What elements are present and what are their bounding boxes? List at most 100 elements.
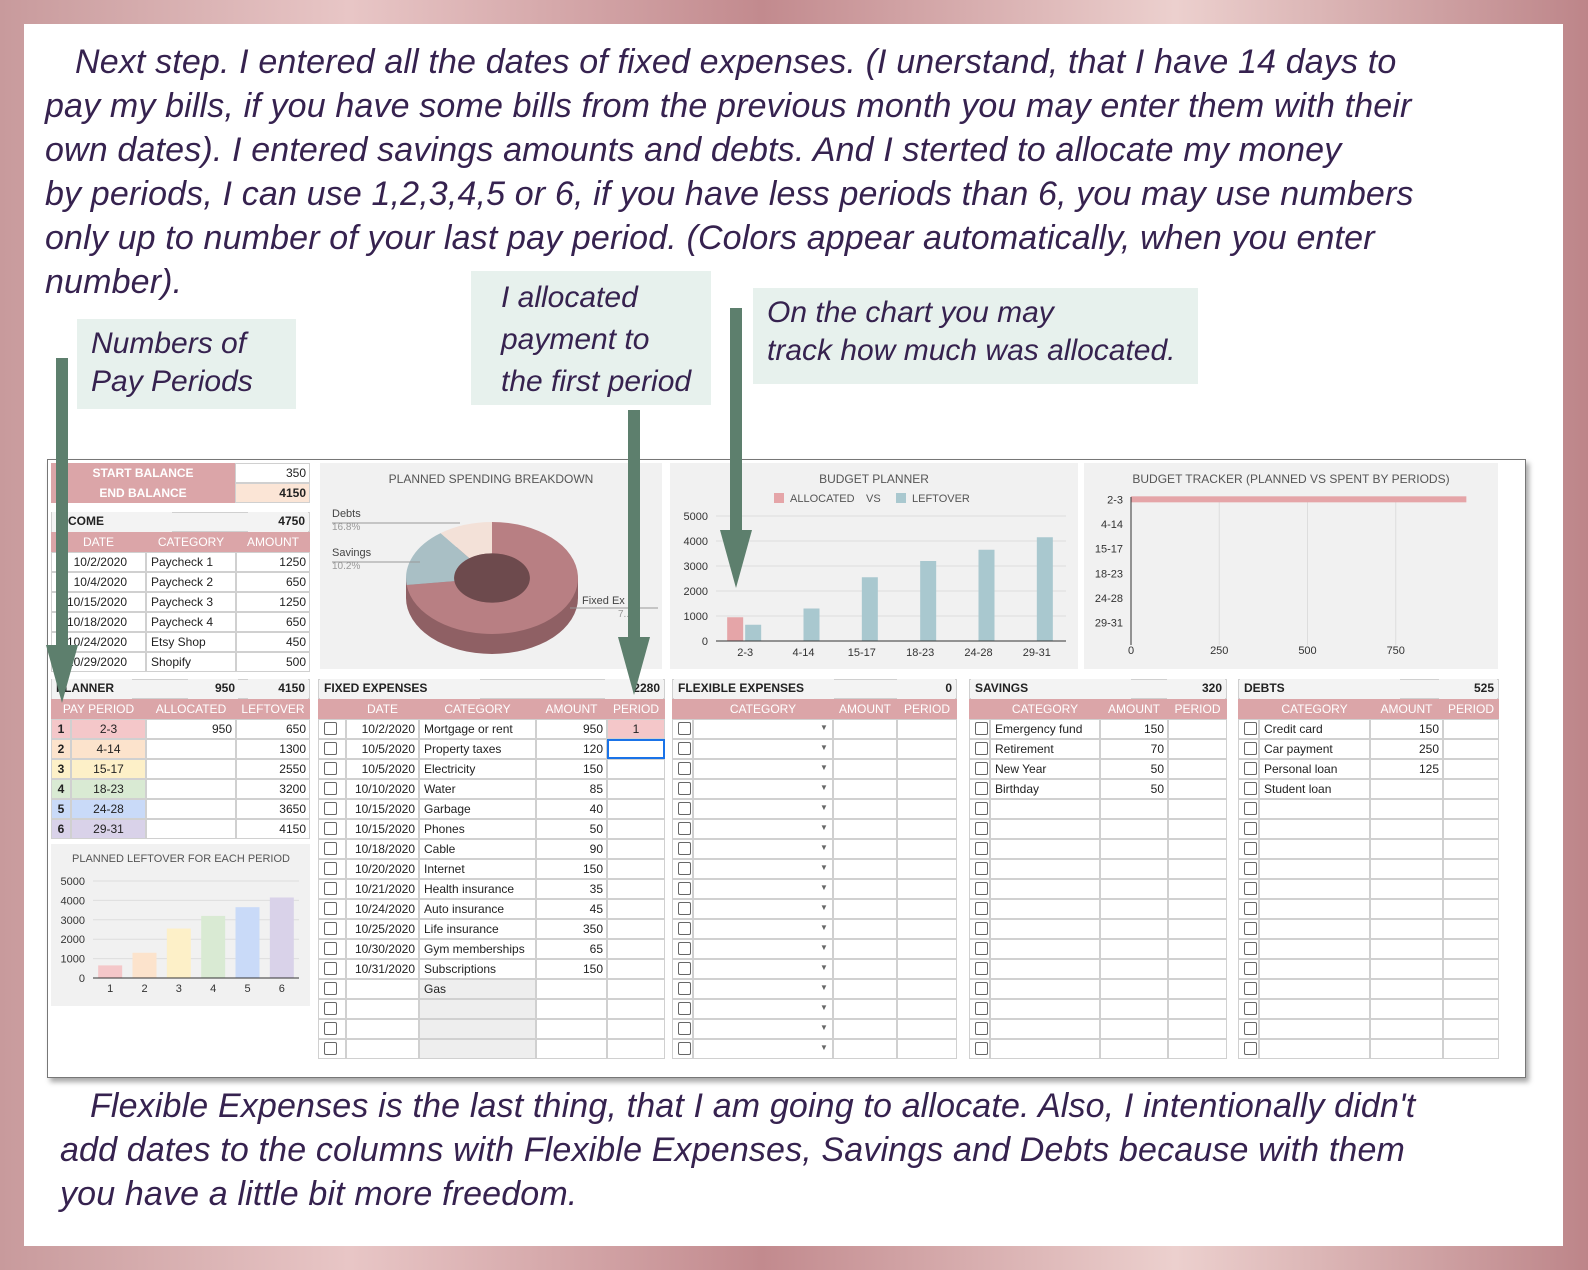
savings-cell[interactable]	[1168, 739, 1227, 759]
debts-cell[interactable]	[1370, 919, 1443, 939]
flex-cell[interactable]	[833, 799, 897, 819]
flex-cell[interactable]	[833, 939, 897, 959]
savings-cell[interactable]	[990, 1019, 1100, 1039]
fixed-cell[interactable]: Gas	[419, 979, 536, 999]
fixed-cell[interactable]: Health insurance	[419, 879, 536, 899]
fixed-cell[interactable]	[346, 979, 419, 999]
fixed-checkbox[interactable]	[324, 762, 337, 775]
dropdown-arrow-icon[interactable]: ▼	[820, 923, 828, 932]
flex-checkbox[interactable]	[678, 862, 691, 875]
flex-checkbox[interactable]	[678, 942, 691, 955]
income-date[interactable]: 10/15/2020	[51, 592, 146, 612]
flex-cell[interactable]	[897, 939, 957, 959]
debts-cell[interactable]	[1370, 939, 1443, 959]
debts-cell[interactable]	[1259, 819, 1370, 839]
debts-cell[interactable]	[1259, 919, 1370, 939]
debts-cell[interactable]	[1259, 1019, 1370, 1039]
savings-cell[interactable]	[990, 1039, 1100, 1059]
debts-cell[interactable]	[1370, 879, 1443, 899]
fixed-cell[interactable]: 65	[536, 939, 607, 959]
fixed-checkbox[interactable]	[324, 742, 337, 755]
fixed-cell[interactable]	[607, 799, 665, 819]
debts-cell[interactable]	[1443, 799, 1499, 819]
savings-checkbox[interactable]	[975, 862, 988, 875]
flex-checkbox[interactable]	[678, 722, 691, 735]
flex-checkbox[interactable]	[678, 1002, 691, 1015]
debts-cell[interactable]	[1259, 1039, 1370, 1059]
fixed-cell[interactable]: 10/25/2020	[346, 919, 419, 939]
fixed-cell[interactable]: 45	[536, 899, 607, 919]
dropdown-arrow-icon[interactable]: ▼	[820, 863, 828, 872]
debts-cell[interactable]	[1443, 719, 1499, 739]
debts-cell[interactable]	[1443, 999, 1499, 1019]
debts-cell[interactable]	[1443, 739, 1499, 759]
flex-cell[interactable]	[833, 759, 897, 779]
savings-checkbox[interactable]	[975, 962, 988, 975]
fixed-cell[interactable]	[607, 879, 665, 899]
flex-cell[interactable]	[897, 899, 957, 919]
savings-cell[interactable]	[990, 859, 1100, 879]
savings-cell[interactable]	[1168, 899, 1227, 919]
savings-cell[interactable]: 50	[1100, 759, 1168, 779]
fixed-cell[interactable]	[419, 1039, 536, 1059]
savings-cell[interactable]	[1100, 859, 1168, 879]
flex-cell[interactable]	[693, 719, 833, 739]
income-date[interactable]: 10/24/2020	[51, 632, 146, 652]
debts-cell[interactable]	[1443, 879, 1499, 899]
flex-checkbox[interactable]	[678, 1042, 691, 1055]
fixed-cell[interactable]	[346, 1019, 419, 1039]
savings-cell[interactable]	[990, 879, 1100, 899]
debts-checkbox[interactable]	[1244, 922, 1257, 935]
fixed-cell[interactable]: 85	[536, 779, 607, 799]
flex-checkbox[interactable]	[678, 962, 691, 975]
flex-cell[interactable]	[833, 999, 897, 1019]
debts-cell[interactable]	[1443, 919, 1499, 939]
flex-cell[interactable]	[897, 859, 957, 879]
debts-cell[interactable]	[1259, 859, 1370, 879]
savings-cell[interactable]	[990, 919, 1100, 939]
fixed-cell[interactable]	[607, 979, 665, 999]
savings-cell[interactable]	[990, 999, 1100, 1019]
flex-cell[interactable]	[833, 739, 897, 759]
income-category[interactable]: Paycheck 3	[146, 592, 236, 612]
debts-cell[interactable]	[1443, 979, 1499, 999]
flex-cell[interactable]	[693, 739, 833, 759]
debts-cell[interactable]	[1443, 779, 1499, 799]
flex-cell[interactable]	[897, 779, 957, 799]
savings-cell[interactable]	[990, 939, 1100, 959]
debts-cell[interactable]	[1443, 939, 1499, 959]
flex-cell[interactable]	[897, 879, 957, 899]
flex-checkbox[interactable]	[678, 882, 691, 895]
dropdown-arrow-icon[interactable]: ▼	[820, 1023, 828, 1032]
income-category[interactable]: Paycheck 4	[146, 612, 236, 632]
income-category[interactable]: Paycheck 1	[146, 552, 236, 572]
fixed-cell[interactable]: 150	[536, 859, 607, 879]
fixed-cell[interactable]	[536, 1019, 607, 1039]
fixed-cell[interactable]: Mortgage or rent	[419, 719, 536, 739]
savings-cell[interactable]: Retirement	[990, 739, 1100, 759]
fixed-checkbox[interactable]	[324, 922, 337, 935]
fixed-checkbox[interactable]	[324, 782, 337, 795]
debts-cell[interactable]	[1443, 859, 1499, 879]
fixed-cell[interactable]: 1	[607, 719, 665, 739]
fixed-cell[interactable]: 40	[536, 799, 607, 819]
debts-cell[interactable]	[1443, 839, 1499, 859]
fixed-cell[interactable]: 950	[536, 719, 607, 739]
savings-cell[interactable]	[1168, 779, 1227, 799]
savings-cell[interactable]	[1168, 799, 1227, 819]
fixed-cell[interactable]: 150	[536, 959, 607, 979]
fixed-cell[interactable]: 10/2/2020	[346, 719, 419, 739]
flex-cell[interactable]	[693, 939, 833, 959]
income-category[interactable]: Paycheck 2	[146, 572, 236, 592]
flex-checkbox[interactable]	[678, 822, 691, 835]
flex-cell[interactable]	[833, 779, 897, 799]
fixed-cell[interactable]: Gym memberships	[419, 939, 536, 959]
debts-cell[interactable]	[1370, 819, 1443, 839]
fixed-cell[interactable]: Garbage	[419, 799, 536, 819]
savings-cell[interactable]	[1168, 979, 1227, 999]
savings-cell[interactable]	[1168, 959, 1227, 979]
flex-cell[interactable]	[693, 999, 833, 1019]
savings-cell[interactable]	[1100, 799, 1168, 819]
savings-checkbox[interactable]	[975, 1042, 988, 1055]
fixed-checkbox[interactable]	[324, 802, 337, 815]
